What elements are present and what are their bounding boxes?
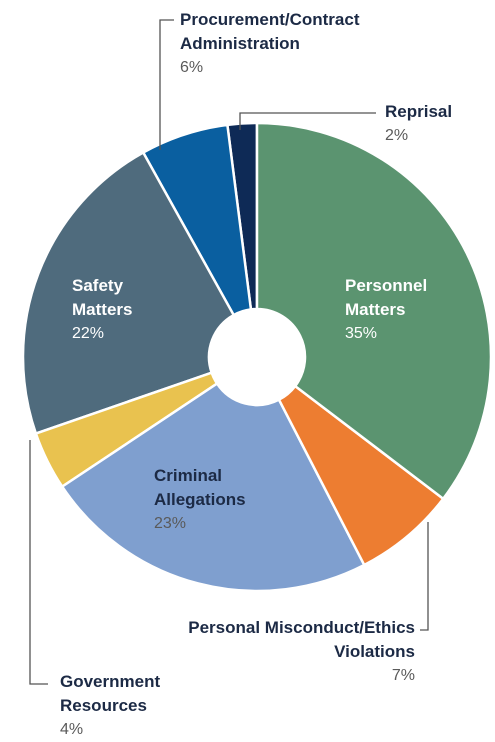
label-value: 23% [154,515,187,532]
label-value: 35% [345,325,378,342]
label-name: Personal Misconduct/Ethics Violations [188,618,415,661]
slice [141,123,253,317]
slice-label: Safety Matters 22% [72,274,167,346]
slice-label: Criminal Allegations 23% [154,464,284,536]
label-value: 7% [391,667,415,684]
label-value: 22% [72,325,105,342]
slice [21,150,236,436]
label-name: Safety Matters [72,276,133,319]
leader-line [239,112,376,130]
slice-label: Personnel Matters 35% [345,274,450,346]
label-name: Personnel Matters [345,276,428,319]
leader-line [420,522,429,631]
slice-label: Personal Misconduct/Ethics Violations 7% [185,616,415,688]
label-name: Reprisal [385,102,453,121]
slice [60,381,366,593]
leader-line [159,19,174,150]
label-value: 2% [385,127,409,144]
slice-label: Procurement/Contract Administration 6% [180,8,430,80]
label-value: 6% [180,59,204,76]
label-name: Criminal Allegations [154,466,246,509]
slice-label: Government Resources 4% [60,670,190,742]
label-value: 4% [60,721,84,738]
label-name: Procurement/Contract Administration [180,10,360,53]
slice [255,121,493,501]
leader-lines [29,19,429,685]
leader-line [29,440,48,685]
slice [34,371,219,489]
label-name: Government Resources [60,672,161,715]
slice [277,384,445,567]
slice-label: Reprisal 2% [385,100,485,148]
